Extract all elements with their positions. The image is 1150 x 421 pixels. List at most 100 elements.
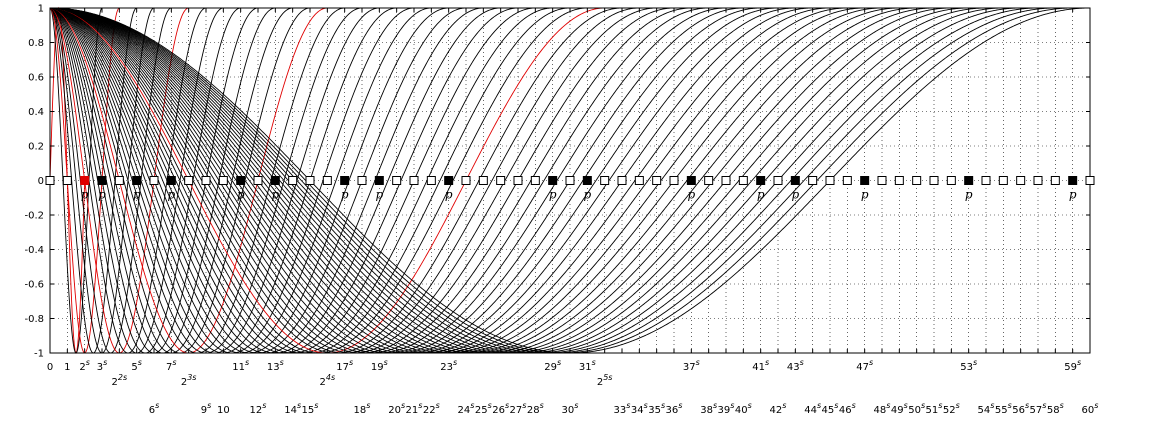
x-tick-label: 12s — [250, 401, 267, 416]
open-marker — [825, 176, 835, 185]
prime-label: p — [341, 188, 349, 202]
open-marker — [652, 176, 662, 185]
y-tick-label: -0.4 — [24, 245, 44, 256]
x-tick-label: 43s — [787, 358, 804, 373]
open-marker — [946, 176, 956, 185]
x-tick-label: 11s — [232, 358, 249, 373]
open-marker — [218, 176, 228, 185]
open-marker — [288, 176, 298, 185]
open-marker — [62, 176, 72, 185]
open-marker — [513, 176, 523, 185]
x-tick-label: 25s — [597, 373, 613, 388]
x-tick-label: 20s — [388, 401, 405, 416]
open-marker — [912, 176, 922, 185]
prime-marker — [756, 176, 766, 185]
x-tick-label: 47s — [856, 358, 873, 373]
x-tick-label: 48s — [874, 401, 891, 416]
y-tick-label: -0.6 — [24, 280, 44, 291]
prime-label: p — [445, 188, 453, 202]
prime-marker — [340, 176, 350, 185]
open-marker — [565, 176, 575, 185]
open-marker — [808, 176, 818, 185]
open-marker — [409, 176, 419, 185]
prime-label: p — [965, 188, 973, 202]
open-marker — [426, 176, 436, 185]
open-marker — [617, 176, 627, 185]
open-marker — [322, 176, 332, 185]
x-tick-label: 58s — [1047, 401, 1064, 416]
prime-label: p — [1069, 188, 1077, 202]
prime-marker — [790, 176, 800, 185]
x-tick-label: 9s — [201, 401, 212, 416]
x-tick-label: 28s — [527, 401, 544, 416]
prime-label: p — [237, 188, 245, 202]
y-tick-label: 0.6 — [28, 73, 44, 84]
prime-label: p — [687, 188, 695, 202]
x-tick-label: 50s — [908, 401, 925, 416]
open-marker — [929, 176, 939, 185]
prime-marker — [166, 176, 176, 185]
x-tick-label: 13s — [267, 358, 284, 373]
open-marker — [1085, 176, 1095, 185]
x-tick-label: 35s — [648, 401, 665, 416]
open-marker — [253, 176, 263, 185]
tick-labels: -1-0.8-0.6-0.4-0.200.20.40.60.81p p p p p p p p… — [24, 4, 1098, 417]
open-marker — [357, 176, 367, 185]
x-tick-label: 51s — [926, 401, 943, 416]
open-marker — [1016, 176, 1026, 185]
prime-label: p — [549, 188, 557, 202]
x-tick-label: 38s — [700, 401, 717, 416]
y-tick-label: -0.8 — [24, 314, 44, 325]
x-tick-label: 23s — [440, 358, 457, 373]
open-marker — [478, 176, 488, 185]
x-tick-label: 1 — [64, 362, 70, 373]
x-tick-label: 7s — [166, 358, 177, 373]
x-tick-label: 30s — [562, 401, 579, 416]
open-marker — [773, 176, 783, 185]
x-tick-label: 45s — [822, 401, 839, 416]
y-tick-label: 0 — [38, 176, 44, 187]
y-tick-label: -1 — [34, 349, 44, 360]
open-marker — [634, 176, 644, 185]
y-tick-label: 0.2 — [28, 142, 44, 153]
open-marker — [1050, 176, 1060, 185]
x-tick-label: 0 — [47, 362, 53, 373]
x-tick-label: 31s — [579, 358, 596, 373]
x-tick-label: 34s — [631, 401, 648, 416]
x-tick-label: 55s — [995, 401, 1012, 416]
x-tick-label: 18s — [354, 401, 371, 416]
open-marker — [981, 176, 991, 185]
y-tick-label: 0.4 — [28, 107, 44, 118]
y-tick-label: -0.2 — [24, 211, 44, 222]
open-marker — [877, 176, 887, 185]
open-marker — [184, 176, 194, 185]
x-tick-label: 56s — [1012, 401, 1029, 416]
x-tick-label: 2s — [79, 358, 90, 373]
x-tick-label: 39s — [718, 401, 735, 416]
prime-marker — [444, 176, 454, 185]
prime-marker — [582, 176, 592, 185]
x-tick-label: 5s — [131, 358, 142, 373]
open-marker — [45, 176, 55, 185]
x-tick-label: 24s — [458, 401, 475, 416]
prime-label: p — [861, 188, 869, 202]
x-tick-label: 54s — [978, 401, 995, 416]
open-marker — [721, 176, 731, 185]
x-tick-label: 23s — [181, 373, 197, 388]
x-tick-label: 14s — [284, 401, 301, 416]
prime-marker — [860, 176, 870, 185]
prime-label: p — [791, 188, 799, 202]
prime-marker — [964, 176, 974, 185]
x-tick-label: 19s — [371, 358, 388, 373]
prime-label: p — [98, 188, 106, 202]
open-marker — [998, 176, 1008, 185]
x-tick-label: 26s — [492, 401, 509, 416]
open-marker — [530, 176, 540, 185]
prime-label: p — [133, 188, 141, 202]
prime-label: p — [81, 188, 89, 202]
x-tick-label: 42s — [770, 401, 787, 416]
open-marker — [600, 176, 610, 185]
x-tick-label: 60s — [1082, 401, 1099, 416]
prime-marker — [374, 176, 384, 185]
